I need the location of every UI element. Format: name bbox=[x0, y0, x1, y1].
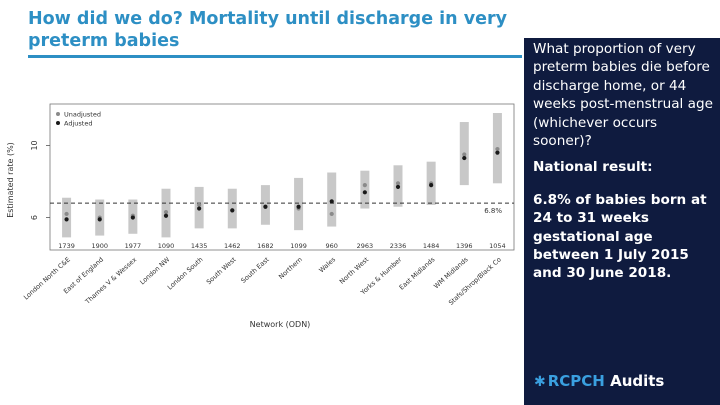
count-label: 1682 bbox=[257, 242, 274, 250]
x-tick-label: South West bbox=[205, 255, 238, 286]
unadjusted-point bbox=[64, 211, 69, 217]
count-label: 1090 bbox=[158, 242, 175, 250]
count-label: 2336 bbox=[390, 242, 407, 250]
unadjusted-point bbox=[329, 211, 334, 217]
legend-adjusted-label: Adjusted bbox=[64, 120, 92, 128]
y-tick-label: 6 bbox=[30, 215, 39, 220]
x-tick-label: London South bbox=[166, 256, 205, 292]
adjusted-point bbox=[495, 150, 500, 155]
rcpch-audits-logo: ✱ RCPCH Audits bbox=[534, 372, 664, 391]
national-result-label: National result: bbox=[533, 159, 653, 176]
count-label: 1435 bbox=[191, 242, 208, 250]
count-label: 2963 bbox=[357, 242, 374, 250]
x-tick-label: East Midlands bbox=[398, 255, 437, 292]
count-label: 1484 bbox=[423, 242, 440, 250]
adjusted-point bbox=[429, 183, 434, 188]
adjusted-point bbox=[64, 217, 69, 222]
y-axis-label: Estimated rate (%) bbox=[6, 142, 15, 218]
count-label: 1099 bbox=[290, 242, 307, 250]
x-tick-label: North West bbox=[338, 255, 371, 285]
panel-top-strip bbox=[524, 0, 720, 38]
adjusted-point bbox=[462, 155, 467, 161]
y-tick-label: 10 bbox=[30, 140, 39, 150]
adjusted-point bbox=[296, 204, 301, 209]
unadjusted-point bbox=[495, 146, 500, 152]
adjusted-point bbox=[130, 215, 135, 220]
unadjusted-point bbox=[462, 152, 467, 157]
count-label: 1739 bbox=[58, 242, 75, 250]
adjusted-point bbox=[362, 190, 367, 195]
title-divider bbox=[28, 55, 522, 58]
x-tick-label: London North C&E bbox=[22, 256, 72, 302]
unadjusted-point bbox=[395, 181, 401, 186]
count-label: 1396 bbox=[456, 242, 473, 250]
page-title: How did we do? Mortality until discharge… bbox=[28, 9, 508, 51]
adjusted-point bbox=[329, 199, 334, 204]
x-tick-label: South East bbox=[239, 255, 271, 285]
asterisk-icon: ✱ bbox=[534, 374, 546, 390]
question-text: What proportion of very preterm babies d… bbox=[533, 41, 713, 150]
count-label: 960 bbox=[326, 242, 338, 250]
legend-unadjusted-label: Unadjusted bbox=[64, 111, 101, 119]
panel-text: What proportion of very preterm babies d… bbox=[533, 40, 717, 283]
interval-bar bbox=[294, 177, 304, 231]
x-tick-label: Northern bbox=[277, 256, 304, 281]
unadjusted-point bbox=[197, 202, 202, 208]
adjusted-point bbox=[197, 206, 202, 211]
legend-unadjusted-marker bbox=[56, 112, 60, 116]
funnel-chart: Estimated rate (%) Network (ODN) 6 10 6.8%… bbox=[6, 103, 515, 329]
count-label: 1462 bbox=[224, 242, 241, 250]
info-panel: What proportion of very preterm babies d… bbox=[524, 0, 720, 405]
result-text: 6.8% of babies born at 24 to 31 weeks ge… bbox=[533, 191, 707, 282]
plot-frame bbox=[49, 103, 515, 251]
adjusted-point bbox=[97, 217, 102, 222]
reference-line-label: 6.8% bbox=[484, 207, 502, 215]
legend-adjusted-marker bbox=[56, 121, 60, 125]
logo-rcpch: RCPCH bbox=[547, 372, 605, 390]
adjusted-point bbox=[263, 204, 268, 209]
x-tick-label: Wales bbox=[317, 255, 337, 274]
count-label: 1977 bbox=[125, 242, 142, 250]
unadjusted-point bbox=[163, 210, 169, 215]
logo-audits: Audits bbox=[610, 372, 665, 390]
unadjusted-point bbox=[362, 183, 367, 188]
adjusted-point bbox=[163, 213, 169, 218]
x-tick-label: London NW bbox=[138, 255, 171, 286]
adjusted-point bbox=[230, 208, 235, 213]
count-label: 1054 bbox=[489, 242, 506, 250]
x-axis-label: Network (ODN) bbox=[250, 320, 311, 329]
adjusted-point bbox=[395, 184, 401, 190]
interval-bar bbox=[360, 170, 370, 209]
count-label: 1900 bbox=[91, 242, 108, 250]
